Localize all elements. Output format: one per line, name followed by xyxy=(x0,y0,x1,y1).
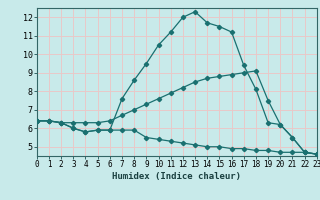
X-axis label: Humidex (Indice chaleur): Humidex (Indice chaleur) xyxy=(112,172,241,181)
